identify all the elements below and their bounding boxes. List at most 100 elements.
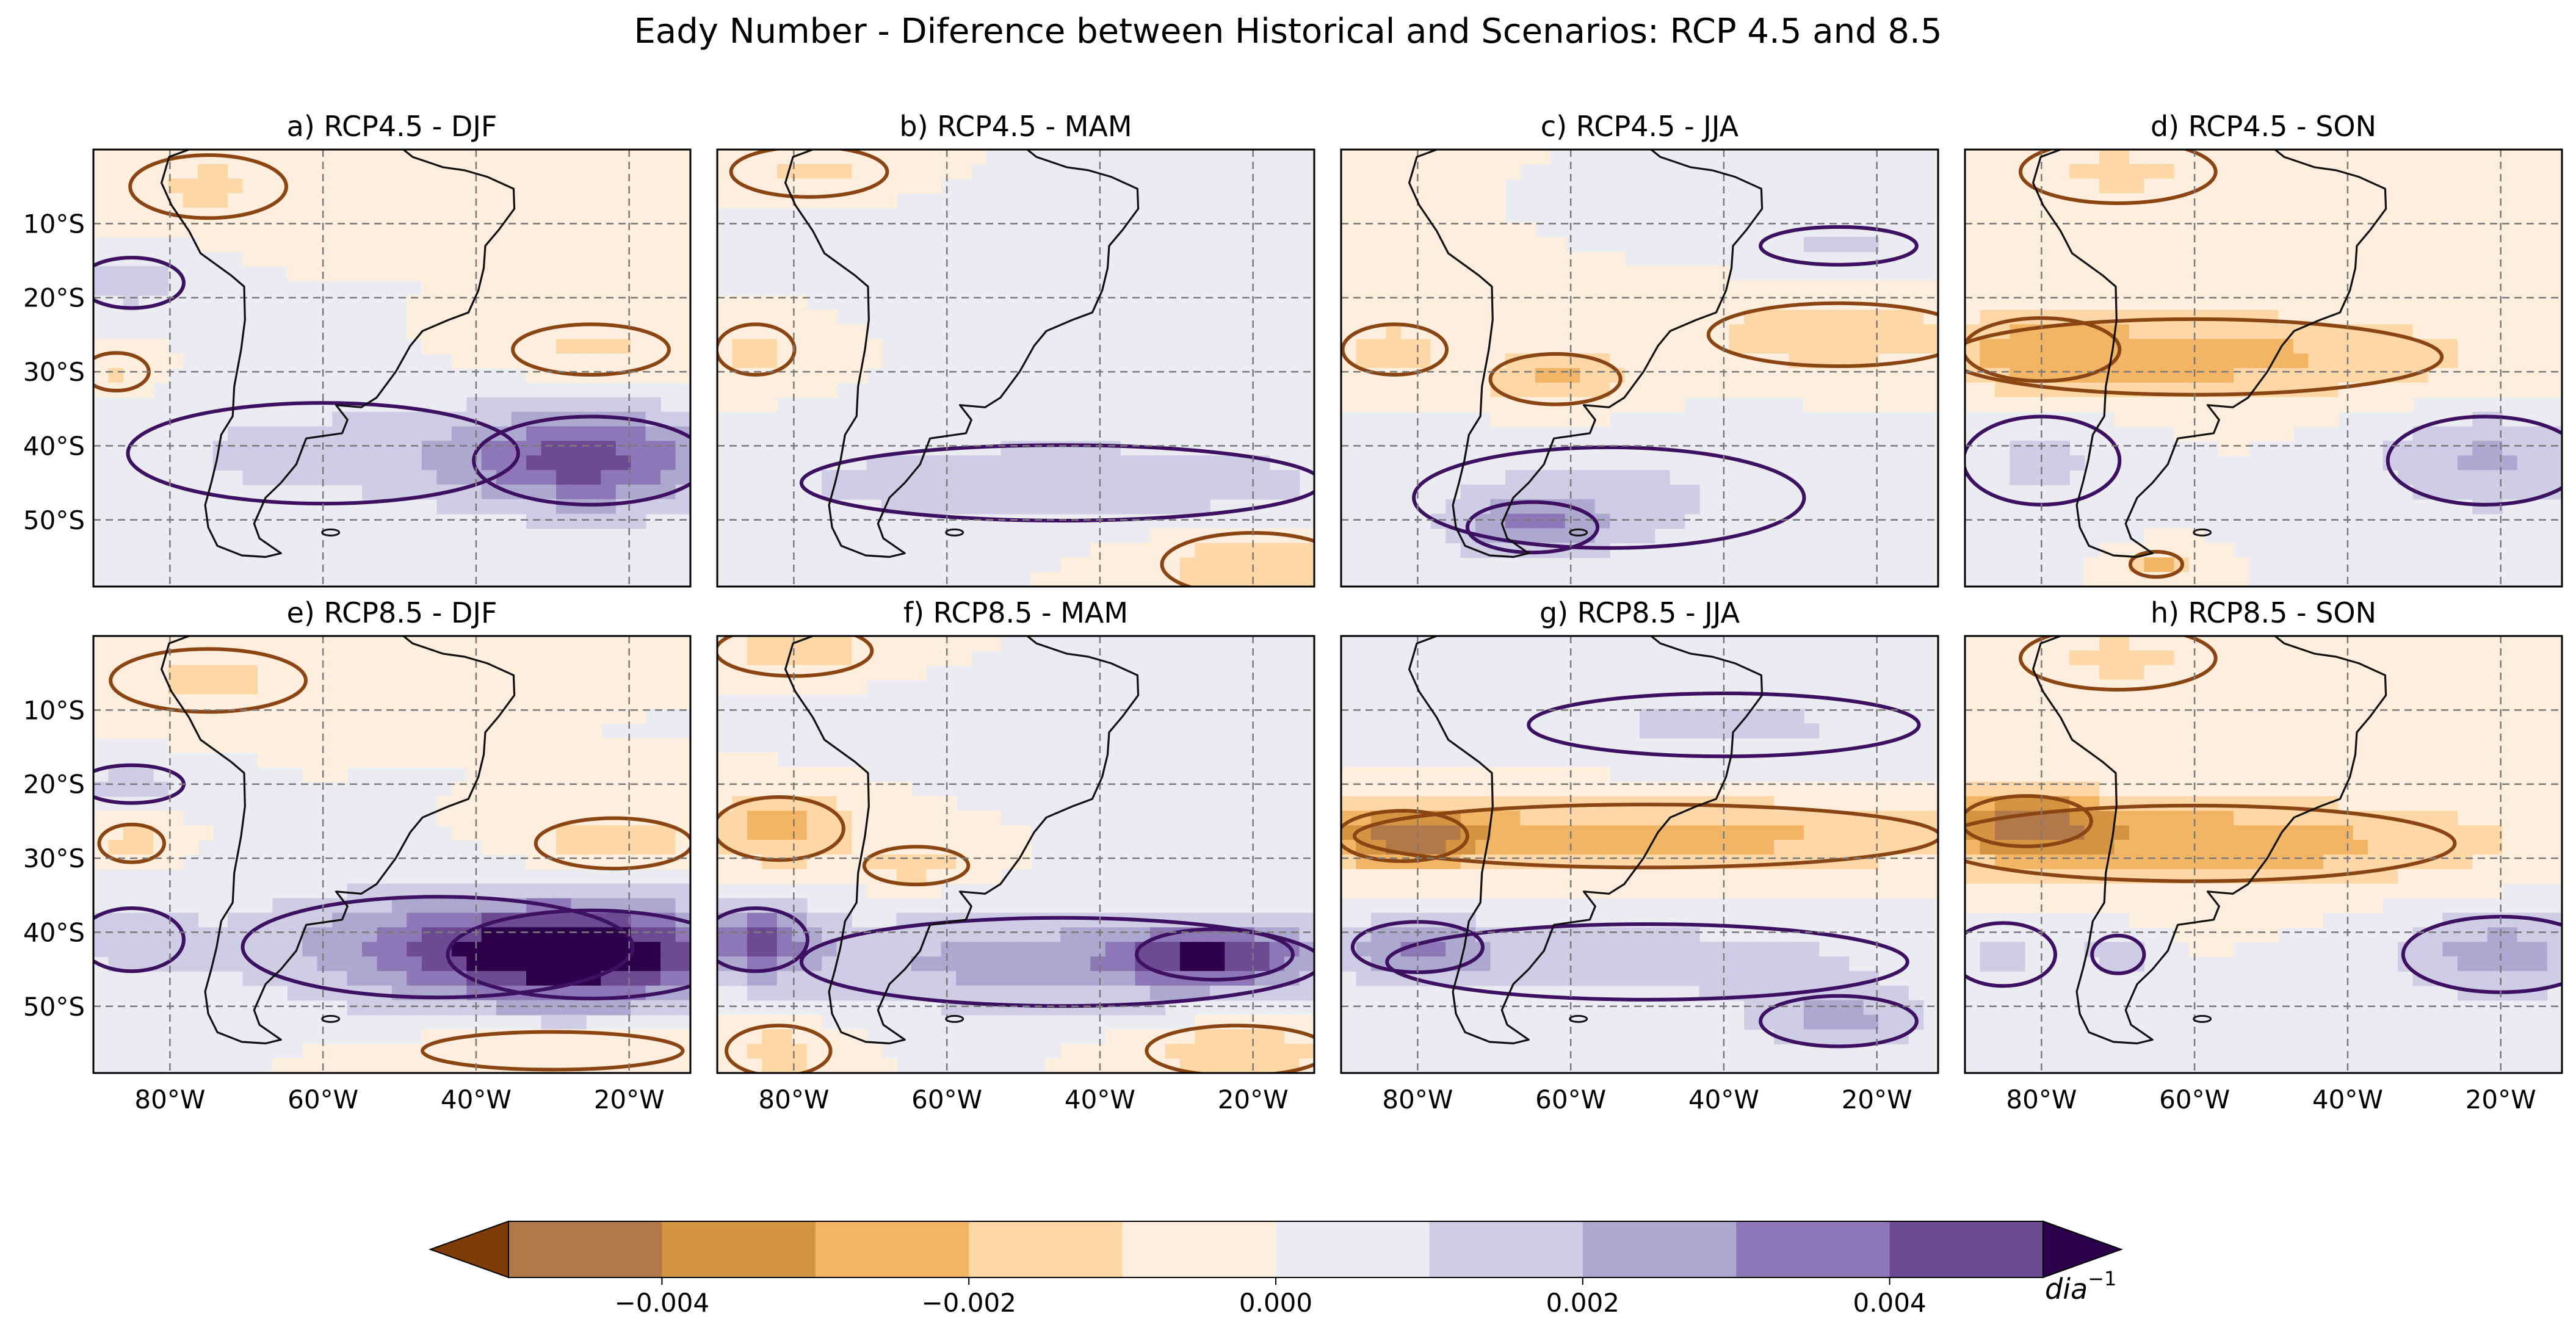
- field-cell: [317, 237, 333, 252]
- field-cell: [421, 694, 438, 710]
- lon-tick-label: 80°W: [1382, 1085, 1453, 1114]
- field-cell: [392, 912, 408, 928]
- field-cell: [1980, 665, 1995, 681]
- field-cell: [645, 397, 661, 413]
- field-cell: [212, 193, 228, 209]
- field-cell: [717, 970, 733, 986]
- field-cell: [1370, 883, 1387, 899]
- field-cell: [1225, 1058, 1240, 1073]
- field-cell: [407, 650, 422, 666]
- field-cell: [1684, 825, 1700, 840]
- field-cell: [2069, 650, 2085, 666]
- field-cell: [2218, 723, 2234, 739]
- field-cell: [1341, 382, 1357, 398]
- field-cell: [585, 309, 602, 325]
- field-cell: [762, 1044, 778, 1059]
- field-cell: [93, 679, 109, 695]
- field-cell: [1980, 339, 1995, 354]
- field-cell: [2218, 426, 2234, 442]
- field-cell: [2412, 150, 2428, 165]
- field-cell: [585, 927, 602, 942]
- field-cell: [1356, 796, 1372, 812]
- field-cell: [555, 441, 572, 456]
- field-cell: [2129, 752, 2145, 768]
- field-cell: [1908, 796, 1924, 812]
- field-cell: [1269, 1044, 1285, 1059]
- field-cell: [377, 150, 393, 165]
- field-cell: [911, 484, 927, 500]
- field-cell: [272, 709, 288, 724]
- field-cell: [747, 927, 763, 942]
- field-cell: [1490, 484, 1506, 500]
- field-cell: [2114, 397, 2130, 413]
- field-cell: [2472, 441, 2488, 456]
- field-cell: [2099, 150, 2115, 165]
- field-cell: [1640, 869, 1655, 884]
- field-cell: [2158, 411, 2175, 427]
- field-cell: [1460, 484, 1476, 500]
- field-cell: [1195, 1058, 1210, 1073]
- field-cell: [2174, 237, 2190, 252]
- field-cell: [242, 970, 258, 986]
- field-cell: [1803, 883, 1820, 899]
- field-cell: [806, 912, 822, 928]
- field-cell: [2457, 193, 2473, 209]
- field-cell: [1370, 222, 1387, 237]
- field-cell: [896, 927, 912, 942]
- field-cell: [2532, 208, 2548, 223]
- field-cell: [1580, 280, 1596, 296]
- field-cell: [1654, 723, 1670, 739]
- field-cell: [896, 484, 912, 500]
- field-cell: [2010, 470, 2025, 485]
- field-cell: [1994, 266, 2011, 281]
- field-cell: [2218, 650, 2234, 666]
- field-cell: [1254, 956, 1270, 972]
- field-cell: [926, 470, 942, 485]
- field-cell: [2472, 767, 2488, 782]
- field-cell: [2547, 441, 2562, 456]
- field-cell: [2442, 470, 2458, 485]
- lat-tick-label: 40°S: [23, 431, 85, 461]
- field-cell: [1848, 825, 1864, 840]
- contour-line: [862, 845, 971, 887]
- field-cell: [2442, 339, 2458, 354]
- field-cell: [2204, 738, 2220, 753]
- field-cell: [585, 324, 602, 340]
- field-cell: [1060, 441, 1076, 456]
- field-cell: [2158, 636, 2175, 651]
- field-cell: [956, 942, 972, 957]
- field-cell: [481, 956, 497, 972]
- field-cell: [392, 426, 408, 442]
- field-cell: [2278, 280, 2294, 296]
- field-cell: [1225, 912, 1240, 928]
- field-cell: [2084, 665, 2100, 681]
- field-cell: [1669, 309, 1685, 325]
- field-cell: [2188, 650, 2205, 666]
- field-cell: [2144, 178, 2160, 194]
- field-cell: [332, 956, 348, 972]
- field-cell: [2293, 738, 2309, 753]
- field-cell: [2069, 222, 2085, 237]
- lat-tick-label: 40°S: [23, 917, 85, 947]
- field-cell: [1430, 150, 1446, 165]
- field-cell: [2099, 237, 2115, 252]
- field-cell: [481, 309, 497, 325]
- field-cell: [287, 164, 303, 179]
- field-cell: [2234, 752, 2249, 768]
- field-cell: [1075, 557, 1091, 573]
- coastline: [161, 636, 516, 1045]
- field-cell: [1640, 484, 1655, 500]
- field-cell: [896, 178, 912, 194]
- field-cell: [1640, 280, 1655, 296]
- field-cell: [302, 636, 318, 651]
- field-cell: [2338, 636, 2354, 651]
- field-cell: [436, 150, 452, 165]
- field-cell: [1759, 368, 1775, 383]
- field-cell: [421, 752, 438, 768]
- field-cell: [1370, 280, 1387, 296]
- field-cell: [2472, 723, 2488, 739]
- field-cell: [1878, 854, 1894, 870]
- field-cell: [2114, 150, 2130, 165]
- field-cell: [896, 811, 912, 826]
- field-cell: [377, 956, 393, 972]
